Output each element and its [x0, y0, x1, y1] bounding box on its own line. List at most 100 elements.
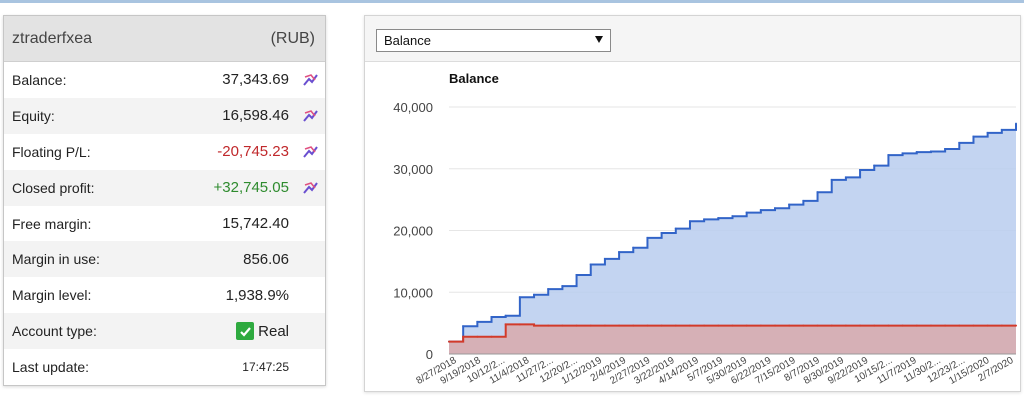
margin-series-point: [929, 324, 932, 327]
balance-series-point: [646, 236, 649, 239]
margin-series-point: [533, 324, 536, 327]
balance-series-point: [603, 257, 606, 260]
account-type-value: Real: [236, 322, 289, 341]
row-margin-in-use: Margin in use: 856.06: [4, 241, 325, 278]
balance-series-point: [589, 263, 592, 266]
balance-series-point: [533, 293, 536, 296]
floating-pl-value: -20,745.23: [217, 143, 289, 161]
free-margin-value: 15,742.40: [222, 215, 289, 232]
chart-panel: Balance Balance 40,000 30,000 20,000 10,000 0…: [364, 15, 1021, 392]
balance-series-point: [490, 315, 493, 318]
margin-level-value: 1,938.9%: [225, 286, 289, 304]
floating-pl-label: Floating P/L:: [12, 143, 91, 160]
balance-series-point: [788, 203, 791, 206]
margin-series-point: [986, 324, 989, 327]
margin-series-line: [449, 323, 1016, 343]
account-type-label: Account type:: [12, 323, 97, 340]
margin-series-point: [887, 324, 890, 327]
balance-series-point: [745, 211, 748, 214]
row-last-update: Last update: 17:47:25: [4, 349, 325, 385]
row-floating-pl: Floating P/L: -20,745.23: [4, 134, 325, 170]
margin-series-point: [774, 324, 777, 327]
balance-series-point: [774, 207, 777, 210]
margin-series-point: [972, 324, 975, 327]
margin-series-point: [859, 324, 862, 327]
margin-series-point: [944, 324, 947, 327]
graph-icon[interactable]: [302, 179, 319, 196]
balance-series-point: [887, 154, 890, 157]
margin-in-use-label: Margin in use:: [12, 251, 100, 268]
margin-series-point: [717, 324, 720, 327]
y-tick-label: 20,000: [393, 224, 433, 239]
balance-series-point: [1015, 122, 1017, 125]
balance-series-point: [859, 168, 862, 171]
y-tick-label: 40,000: [393, 100, 433, 115]
balance-series-point: [1000, 128, 1003, 131]
row-equity: Equity: 16,598.46: [4, 97, 325, 134]
y-tick-label: 0: [426, 347, 433, 362]
chart-title: Balance: [449, 71, 499, 86]
balance-series-point: [547, 288, 550, 291]
margin-series-point: [802, 324, 805, 327]
balance-series-point: [972, 135, 975, 138]
account-name: ztraderfxea: [12, 29, 93, 47]
balance-series-point: [944, 147, 947, 150]
equity-label: Equity:: [12, 107, 55, 124]
margin-series-point: [490, 335, 493, 338]
margin-level-label: Margin level:: [12, 287, 92, 304]
balance-series-point: [717, 217, 720, 220]
balance-series-point: [816, 191, 819, 194]
margin-in-use-value: 856.06: [243, 250, 289, 268]
graph-icon[interactable]: [302, 143, 319, 160]
margin-series-point: [575, 324, 578, 327]
row-balance: Balance: 37,343.69: [4, 62, 325, 98]
graph-icon[interactable]: [302, 71, 319, 88]
margin-series-point: [915, 324, 918, 327]
graph-icon[interactable]: [302, 107, 319, 124]
closed-profit-label: Closed profit:: [12, 179, 95, 196]
balance-series-point: [901, 152, 904, 155]
last-update-value: 17:47:25: [242, 360, 289, 375]
margin-series-point: [901, 324, 904, 327]
margin-series-area: [449, 324, 1016, 354]
margin-series-point: [844, 324, 847, 327]
balance-series-point: [915, 151, 918, 154]
balance-series-point: [632, 246, 635, 249]
margin-series-point: [561, 324, 564, 327]
balance-series-point: [731, 215, 734, 218]
balance-label: Balance:: [12, 71, 67, 88]
margin-series-point: [448, 340, 450, 343]
balance-series-point: [844, 176, 847, 179]
margin-series-point: [873, 324, 876, 327]
balance-series-point: [618, 251, 621, 254]
balance-series-point: [575, 273, 578, 276]
y-tick-label: 30,000: [393, 162, 433, 177]
balance-series-point: [873, 164, 876, 167]
margin-series-point: [547, 324, 550, 327]
free-margin-label: Free margin:: [12, 215, 92, 232]
checkmark-icon: [236, 322, 255, 341]
margin-series-point: [674, 324, 677, 327]
margin-series-point: [1015, 324, 1017, 327]
y-tick-label: 10,000: [393, 285, 433, 300]
margin-series-point: [462, 335, 465, 338]
balance-series-point: [660, 231, 663, 234]
margin-series-point: [632, 324, 635, 327]
chart-type-select[interactable]: Balance: [376, 29, 611, 52]
row-margin-level: Margin level: 1,938.9%: [4, 277, 325, 313]
margin-series-point: [660, 324, 663, 327]
margin-series-point: [518, 323, 521, 326]
margin-series-point: [504, 323, 507, 326]
row-account-type: Account type: Real: [4, 313, 325, 350]
balance-series-point: [688, 220, 691, 223]
balance-series-point: [476, 320, 479, 323]
margin-series-point: [759, 324, 762, 327]
row-free-margin: Free margin: 15,742.40: [4, 206, 325, 242]
margin-series-point: [788, 324, 791, 327]
margin-series-point: [476, 335, 479, 338]
account-panel: ztraderfxea (RUB) Balance: 37,343.69 Equ…: [3, 15, 326, 386]
balance-series-point: [518, 296, 521, 299]
dropdown-arrow-icon: [595, 36, 603, 43]
balance-series-point: [830, 178, 833, 181]
balance-series-point: [674, 227, 677, 230]
